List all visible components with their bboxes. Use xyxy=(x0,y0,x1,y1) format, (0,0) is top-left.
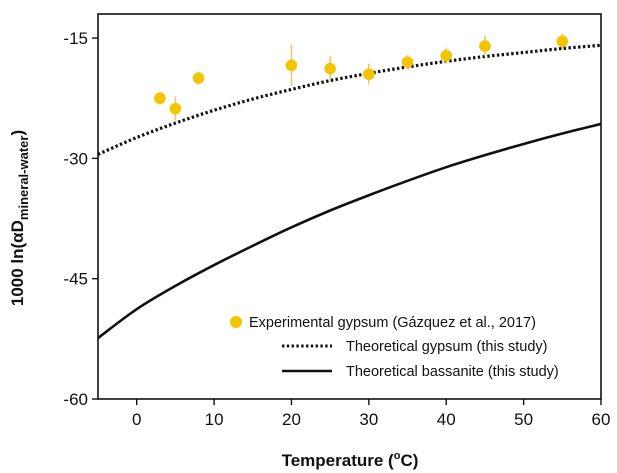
y-tick-label: -60 xyxy=(63,390,88,409)
x-tick-label: 50 xyxy=(514,410,533,429)
x-tick-label: 30 xyxy=(359,410,378,429)
theoretical-bassanite-line xyxy=(98,122,601,340)
x-tick-label: 40 xyxy=(437,410,456,429)
x-axis-title: Temperature (oC) xyxy=(282,450,419,470)
y-axis-title: 1000 ln(αDmineral-water) xyxy=(8,130,31,306)
data-point xyxy=(285,59,298,72)
legend: Experimental gypsum (Gázquez et al., 201… xyxy=(230,315,559,380)
legend-marker-circle xyxy=(230,316,242,328)
data-point xyxy=(192,72,205,84)
data-point xyxy=(401,56,414,68)
x-tick-label: 10 xyxy=(205,410,224,429)
legend-label: Theoretical bassanite (this study) xyxy=(346,364,559,380)
data-point xyxy=(324,62,336,75)
data-point xyxy=(363,68,375,80)
data-point xyxy=(556,35,569,48)
plot-frame xyxy=(97,13,602,400)
legend-label: Experimental gypsum (Gázquez et al., 201… xyxy=(249,315,536,331)
y-tick-label: -30 xyxy=(63,149,88,168)
series-lines-layer xyxy=(98,43,601,340)
data-point xyxy=(154,92,166,105)
x-tick-label: 0 xyxy=(132,410,141,429)
axis-ticks-layer: 0 10 20 30 40 50 60 -15 -30 -45 -60 xyxy=(63,29,610,429)
x-tick-label: 20 xyxy=(282,410,301,429)
legend-label: Theoretical gypsum (this study) xyxy=(346,339,547,355)
x-tick-label: 60 xyxy=(592,410,611,429)
data-point xyxy=(479,40,491,52)
data-point xyxy=(440,49,453,62)
data-point xyxy=(169,102,182,115)
y-tick-label: -15 xyxy=(63,29,88,48)
data-points-layer xyxy=(154,33,569,121)
y-tick-label: -45 xyxy=(63,270,88,289)
theoretical-gypsum-line xyxy=(98,43,601,156)
